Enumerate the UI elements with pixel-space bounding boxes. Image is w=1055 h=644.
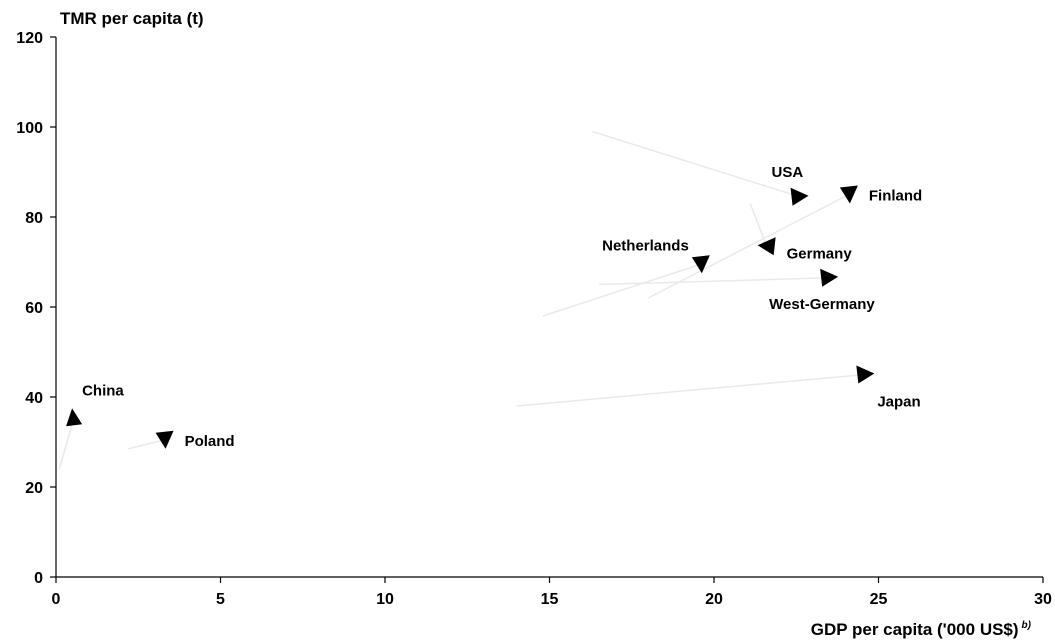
- x-tick-label: 25: [870, 591, 888, 608]
- arrow-marker-finland: [839, 185, 858, 204]
- arrow-marker-poland: [155, 430, 174, 449]
- trail-line-japan: [516, 373, 866, 407]
- arrow-marker-west-germany: [820, 268, 839, 287]
- arrow-marker-netherlands: [691, 255, 710, 274]
- y-tick-label: 40: [25, 390, 43, 407]
- trail-line-usa: [592, 130, 800, 198]
- y-tick-label: 80: [25, 210, 43, 227]
- trail-line-west-germany: [598, 277, 830, 286]
- x-axis-footnote: b): [1021, 620, 1031, 632]
- point-label-poland: Poland: [185, 433, 235, 450]
- point-label-japan: Japan: [877, 394, 920, 411]
- x-tick-label: 20: [705, 591, 723, 608]
- y-tick-label: 60: [25, 300, 43, 317]
- x-tick-label: 0: [52, 591, 61, 608]
- trail-line-netherlands: [542, 263, 702, 317]
- point-label-west-germany: West-Germany: [769, 296, 875, 313]
- trail-line-finland: [647, 193, 850, 299]
- point-label-china: China: [82, 382, 124, 399]
- y-tick-label: 20: [25, 480, 43, 497]
- point-label-usa: USA: [772, 164, 804, 181]
- x-axis-title: GDP per capita ('000 US$) b): [811, 620, 1031, 640]
- x-tick-label: 30: [1034, 591, 1052, 608]
- arrow-marker-china: [66, 408, 83, 427]
- point-label-germany: Germany: [787, 245, 853, 262]
- trail-line-china: [58, 417, 75, 470]
- y-tick-label: 0: [34, 570, 43, 587]
- x-tick-label: 15: [541, 591, 559, 608]
- x-axis-title-text: GDP per capita ('000 US$): [810, 620, 1019, 639]
- arrow-marker-germany: [757, 237, 776, 256]
- y-tick-label: 100: [16, 120, 43, 137]
- x-tick-label: 5: [216, 591, 225, 608]
- y-tick-label: 120: [16, 30, 43, 47]
- y-axis-title: TMR per capita (t): [60, 9, 204, 28]
- trail-line-germany: [749, 203, 768, 247]
- arrow-marker-usa: [790, 187, 809, 206]
- trail-line-poland: [128, 439, 165, 450]
- point-label-netherlands: Netherlands: [602, 237, 689, 254]
- x-tick-label: 10: [376, 591, 394, 608]
- arrow-marker-japan: [856, 365, 875, 384]
- point-label-finland: Finland: [869, 188, 922, 205]
